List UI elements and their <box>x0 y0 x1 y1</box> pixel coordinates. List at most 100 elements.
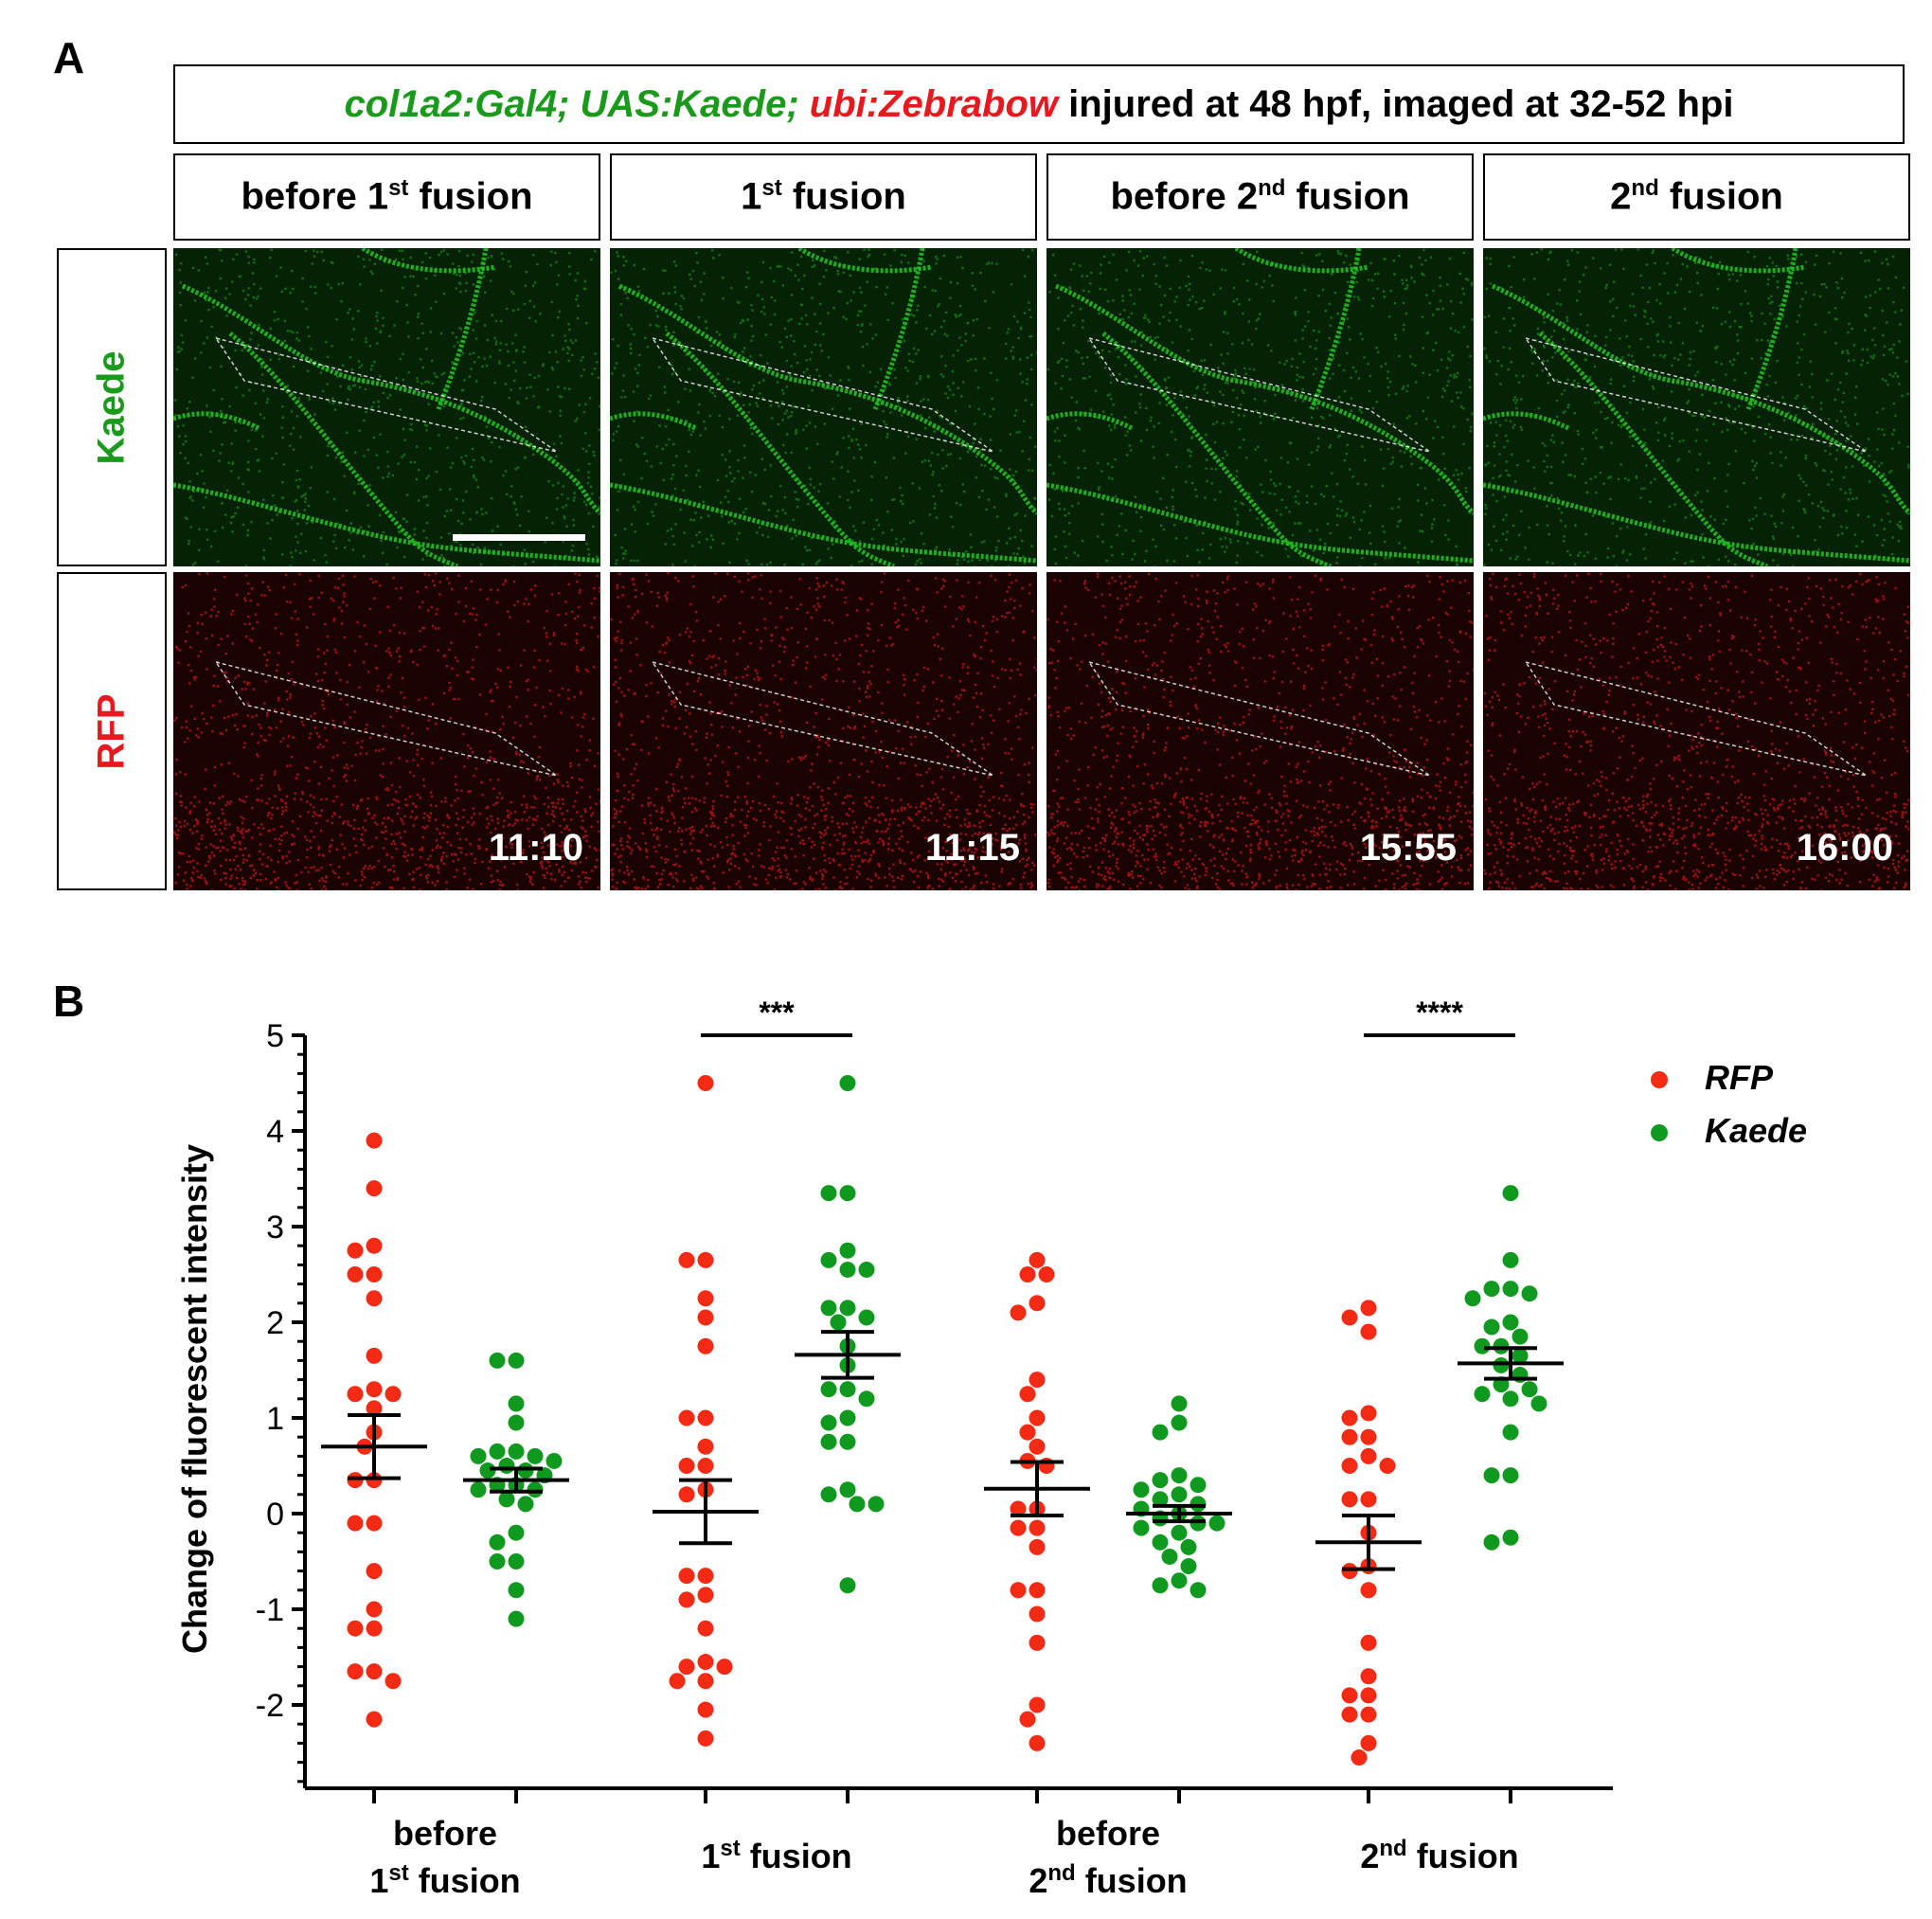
scatter-chart: -2 -1 0 1 2 3 4 5 Change of fluorescent intensit… <box>175 995 1807 1900</box>
kaede-point <box>508 1553 525 1569</box>
rfp-point <box>366 1237 383 1254</box>
panel-b-label: B <box>53 977 85 1026</box>
kaede-point <box>1152 1533 1169 1551</box>
rfp-point <box>366 1711 383 1728</box>
rfp-point <box>1029 1295 1046 1312</box>
legend-marker-kaede <box>1651 1124 1668 1141</box>
y-tick-label: 3 <box>266 1210 284 1246</box>
rfp-point <box>385 1386 402 1403</box>
rfp-point <box>366 1290 383 1307</box>
rfp-point <box>1360 1734 1377 1751</box>
rfp-point <box>697 1251 714 1268</box>
rfp-point <box>347 1620 364 1637</box>
rfp-point <box>678 1251 695 1268</box>
rfp-point <box>1360 1668 1377 1685</box>
rfp-point <box>366 1400 383 1417</box>
kaede-point <box>839 1300 856 1317</box>
rfp-point <box>1341 1491 1358 1508</box>
stage-header-text: before 1st fusion <box>241 175 532 218</box>
kaede-point <box>1171 1467 1188 1484</box>
rfp-point <box>366 1620 383 1637</box>
kaede-point <box>839 1242 856 1259</box>
rfp-point <box>1029 1634 1046 1651</box>
kaede-point <box>820 1433 837 1450</box>
title-part-3: injured at 48 hpf, imaged at 32-52 hpi <box>1058 82 1734 125</box>
rfp-point <box>1341 1309 1358 1326</box>
kaede-micrograph-3 <box>1483 248 1910 566</box>
kaede-point <box>1502 1314 1519 1331</box>
rfp-point <box>678 1486 695 1503</box>
legend-marker-rfp <box>1651 1071 1668 1088</box>
kaede-point <box>1171 1572 1188 1589</box>
kaede-point <box>1161 1548 1178 1565</box>
kaede-point <box>1171 1486 1188 1503</box>
rfp-point <box>697 1075 714 1091</box>
kaede-point <box>508 1414 525 1431</box>
timestamp-2: 15:55 <box>1359 827 1457 869</box>
significance-label: **** <box>1416 995 1463 1030</box>
stage-sup: nd <box>1258 175 1286 202</box>
y-tick-label: 4 <box>266 1114 284 1150</box>
stage-header-text: 2nd fusion <box>1610 175 1783 218</box>
y-tick-label: 1 <box>266 1401 284 1437</box>
y-tick-label: 5 <box>266 1018 284 1054</box>
rfp-point <box>697 1438 714 1455</box>
rfp-point <box>697 1673 714 1690</box>
rfp-point <box>366 1132 383 1149</box>
y-axis-label: Change of fluorescent intensity <box>175 1144 214 1654</box>
kaede-point <box>1521 1285 1538 1302</box>
rfp-point <box>347 1386 364 1403</box>
kaede-point <box>1502 1467 1519 1484</box>
kaede-point <box>470 1481 487 1498</box>
rfp-point <box>1360 1634 1377 1651</box>
kaede-point <box>1190 1515 1207 1532</box>
stage-post: fusion <box>1285 175 1410 218</box>
rfp-point <box>1341 1458 1358 1474</box>
rfp-point <box>697 1730 714 1747</box>
kaede-point <box>508 1395 525 1412</box>
rfp-point <box>1351 1749 1368 1767</box>
kaede-point <box>1502 1529 1519 1546</box>
kaede-point <box>1493 1356 1510 1373</box>
kaede-point <box>858 1261 875 1278</box>
rfp-point <box>1010 1519 1027 1536</box>
row-label-text: Kaede <box>90 350 133 465</box>
stage-pre: before 2 <box>1110 175 1259 218</box>
rfp-point <box>678 1458 695 1474</box>
x-category-label: before <box>393 1814 497 1853</box>
rfp-point <box>347 1472 364 1489</box>
rfp-point <box>1379 1458 1396 1474</box>
kaede-point <box>1208 1515 1225 1532</box>
rfp-point <box>1019 1386 1036 1403</box>
rfp-point <box>697 1587 714 1604</box>
kaede-point <box>858 1309 875 1326</box>
kaede-point <box>527 1447 544 1464</box>
kaede-point <box>508 1352 525 1369</box>
rfp-point <box>678 1568 695 1585</box>
rfp-point <box>669 1673 686 1690</box>
kaede-point <box>1171 1395 1188 1412</box>
kaede-point <box>1152 1424 1169 1441</box>
kaede-point <box>1171 1414 1188 1431</box>
kaede-micrograph-1 <box>610 248 1037 566</box>
legend-label-kaede: Kaede <box>1705 1111 1807 1150</box>
kaede-point <box>479 1462 496 1480</box>
rfp-point <box>1019 1424 1036 1441</box>
stage-header-3: 2nd fusion <box>1483 153 1910 241</box>
y-tick-label: 2 <box>266 1305 284 1341</box>
row-label-text: RFP <box>90 693 133 769</box>
rfp-point <box>697 1620 714 1637</box>
panel-a-title-text: col1a2:Gal4; UAS:Kaede; ubi:Zebrabow inj… <box>345 83 1734 126</box>
kaede-point <box>1502 1251 1519 1268</box>
y-tick-label: 0 <box>266 1497 284 1533</box>
kaede-point <box>820 1486 837 1503</box>
kaede-point <box>1502 1424 1519 1441</box>
kaede-point <box>470 1447 487 1464</box>
rfp-point <box>1341 1687 1358 1704</box>
kaede-point <box>517 1496 534 1513</box>
rfp-micrograph-0: 11:10 <box>173 572 600 890</box>
kaede-point <box>508 1582 525 1599</box>
panel-a-title: col1a2:Gal4; UAS:Kaede; ubi:Zebrabow inj… <box>173 64 1905 144</box>
kaede-point <box>1530 1395 1547 1412</box>
stage-header-2: before 2nd fusion <box>1046 153 1474 241</box>
